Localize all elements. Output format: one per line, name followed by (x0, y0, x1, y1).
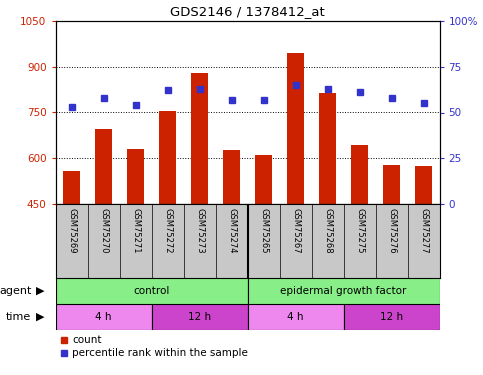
Bar (287, 53, 304, 204)
Text: GSM75275: GSM75275 (355, 208, 364, 254)
Text: 4 h: 4 h (287, 312, 304, 322)
Text: GSM75274: GSM75274 (227, 208, 236, 254)
Bar (159, 111, 176, 204)
Text: 12 h: 12 h (380, 312, 403, 322)
Bar (255, 155, 272, 204)
Text: GSM75270: GSM75270 (99, 208, 108, 254)
Text: epidermal growth factor: epidermal growth factor (280, 286, 407, 296)
Text: GSM75276: GSM75276 (387, 208, 396, 254)
Text: GSM75277: GSM75277 (419, 208, 428, 254)
Bar (383, 165, 400, 204)
Text: 12 h: 12 h (188, 312, 211, 322)
Bar (248, 304, 343, 330)
Bar (127, 149, 144, 204)
Bar (191, 73, 208, 204)
Bar (95, 129, 113, 204)
Text: GSM75271: GSM75271 (131, 208, 140, 254)
Text: time: time (6, 312, 31, 322)
Bar (343, 304, 440, 330)
Text: ▶: ▶ (36, 286, 45, 296)
Bar (152, 304, 248, 330)
Text: ▶: ▶ (36, 312, 45, 322)
Bar (223, 150, 241, 204)
Bar (351, 145, 369, 204)
Text: GSM75265: GSM75265 (259, 208, 268, 254)
Text: GSM75273: GSM75273 (195, 208, 204, 254)
Bar (63, 171, 80, 204)
Text: 4 h: 4 h (95, 312, 112, 322)
Bar (56, 304, 152, 330)
Text: GSM75269: GSM75269 (67, 208, 76, 254)
Title: GDS2146 / 1378412_at: GDS2146 / 1378412_at (170, 5, 325, 18)
Text: control: control (133, 286, 170, 296)
Text: agent: agent (0, 286, 31, 296)
Text: GSM75268: GSM75268 (323, 208, 332, 254)
Text: GSM75272: GSM75272 (163, 208, 172, 254)
Bar (56, 278, 248, 304)
Bar (248, 278, 440, 304)
Text: GSM75267: GSM75267 (291, 208, 300, 254)
Legend: count, percentile rank within the sample: count, percentile rank within the sample (61, 335, 248, 358)
Bar (319, 93, 336, 204)
Bar (415, 166, 432, 204)
